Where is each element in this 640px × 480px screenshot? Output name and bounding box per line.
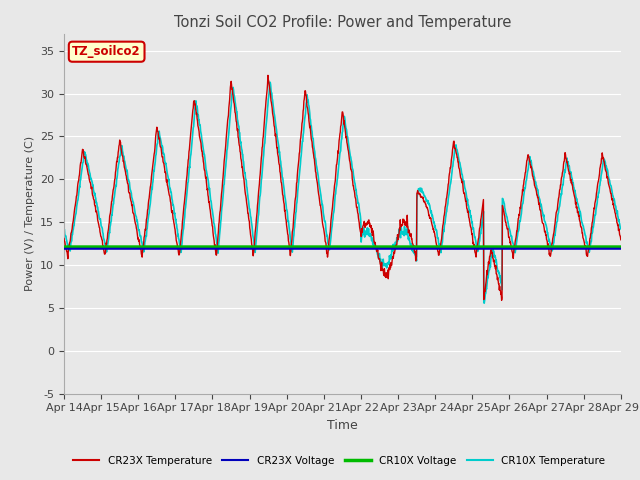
Y-axis label: Power (V) / Temperature (C): Power (V) / Temperature (C) — [24, 136, 35, 291]
Title: Tonzi Soil CO2 Profile: Power and Temperature: Tonzi Soil CO2 Profile: Power and Temper… — [173, 15, 511, 30]
X-axis label: Time: Time — [327, 419, 358, 432]
Legend: CR23X Temperature, CR23X Voltage, CR10X Voltage, CR10X Temperature: CR23X Temperature, CR23X Voltage, CR10X … — [69, 452, 609, 470]
Text: TZ_soilco2: TZ_soilco2 — [72, 45, 141, 58]
